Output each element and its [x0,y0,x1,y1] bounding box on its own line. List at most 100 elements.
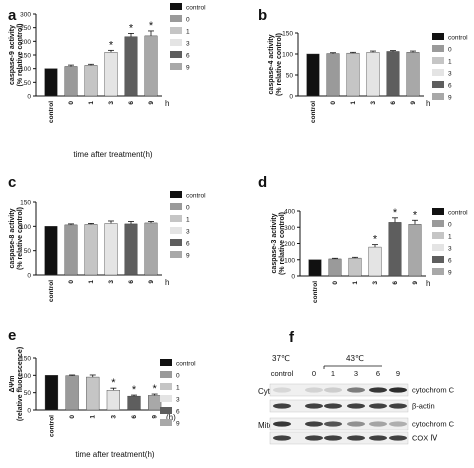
legend: control 0 1 3 6 9 [432,33,468,102]
legend-label-9: 9 [186,253,190,260]
band-label: cytochrom C [412,386,455,395]
group-label-cyto: Cyto [258,387,275,396]
y-tick-label: 0 [27,273,31,280]
legend-swatch-6 [170,239,182,246]
y-axis-label: (% relative control) [279,212,286,275]
legend-swatch-9 [170,63,182,70]
band-label: β-actin [412,402,435,411]
band-label: cytochrom C [412,420,455,429]
legend-swatch-1 [432,57,444,64]
x-tick-label: 6 [131,415,138,419]
bar-control [306,53,320,97]
y-tick-label: 0 [289,94,293,101]
bar-9 [408,224,422,277]
bar-0 [64,66,78,97]
legend-swatch-6 [170,51,182,58]
legend: control 0 1 3 6 9 [170,191,206,260]
lane-label-0: 0 [312,369,316,378]
bar-1 [84,224,98,276]
significance-star: * [129,22,134,34]
legend-swatch-0 [170,15,182,22]
x-tick-label: 0 [68,101,75,105]
bar-6 [388,222,402,277]
y-tick-label: 50 [24,390,32,397]
bar-3 [366,52,380,97]
blot-band [347,387,365,393]
legend-label-control: control [448,210,468,217]
legend-swatch-6 [432,256,444,263]
legend-swatch-9 [160,419,172,426]
legend-swatch-3 [170,227,182,234]
legend-label-6: 6 [186,241,190,248]
legend: control 0 1 3 6 9 [170,3,206,72]
bar-0 [326,53,340,97]
x-tick-label: 6 [392,281,399,285]
y-axis-label: caspase-3 activity [271,213,278,273]
blot-band [273,421,291,427]
x-tick-label: 3 [110,415,117,419]
legend-label-3: 3 [176,397,180,404]
legend-swatch-9 [432,93,444,100]
legend-label-1: 1 [186,217,190,224]
legend-swatch-1 [170,215,182,222]
bar-1 [346,52,360,97]
temp-treat-label: 43℃ [346,354,364,363]
y-axis-label: (relative fluorescence) [17,347,24,421]
legend-label-0: 0 [186,205,190,212]
legend-swatch-control [170,191,182,198]
blot-band [369,387,387,393]
lane-label-control: control [271,369,294,378]
blot-band [369,421,387,427]
significance-star: * [149,20,154,32]
y-tick-label: 150 [282,31,293,38]
x-tick-label: control [48,101,55,123]
x-tick-label: control [310,101,317,123]
x-tick-label: 3 [108,280,115,284]
x-unit-label: (h) [166,413,176,422]
legend-swatch-0 [170,203,182,210]
bar-0 [65,375,79,411]
y-axis-label: caspase-9 activity [9,25,16,85]
y-axis-label: (% relative control) [276,33,283,96]
x-unit-label: h [426,279,430,288]
legend-label-0: 0 [448,222,452,229]
y-tick-label: 0 [291,274,295,281]
legend-swatch-1 [160,383,172,390]
blot-band [273,403,291,409]
significance-star: * [413,209,418,221]
legend-label-3: 3 [448,71,452,78]
x-tick-label: 9 [148,280,155,284]
bar-6 [386,51,400,97]
bar-control [44,375,59,411]
x-tick-label: control [312,281,319,303]
blot-band [305,387,323,393]
bar-6 [124,223,138,276]
y-tick-label: 100 [284,257,295,264]
x-tick-label: 1 [352,281,359,285]
y-tick-label: 0 [27,408,31,415]
y-tick-label: 400 [284,209,295,216]
y-tick-label: 300 [284,225,295,232]
blot-band [324,435,342,441]
legend-swatch-3 [160,395,172,402]
blot-band [305,403,323,409]
legend-swatch-control [432,33,444,40]
blot-band [305,421,323,427]
bar-control [308,259,322,277]
lane-label-6: 6 [376,369,380,378]
x-tick-label: 1 [88,280,95,284]
legend: control 0 1 3 6 9 [160,359,196,428]
x-tick-label: 0 [68,280,75,284]
blot-band [389,403,407,409]
y-tick-label: 100 [282,52,293,59]
bar-3 [104,52,118,97]
legend-label-1: 1 [186,29,190,36]
bar-9 [144,35,158,97]
bar-6 [127,395,141,411]
x-tick-label: 3 [372,281,379,285]
x-axis-label: time after treatment(h) [73,150,152,159]
bar-1 [84,65,98,97]
